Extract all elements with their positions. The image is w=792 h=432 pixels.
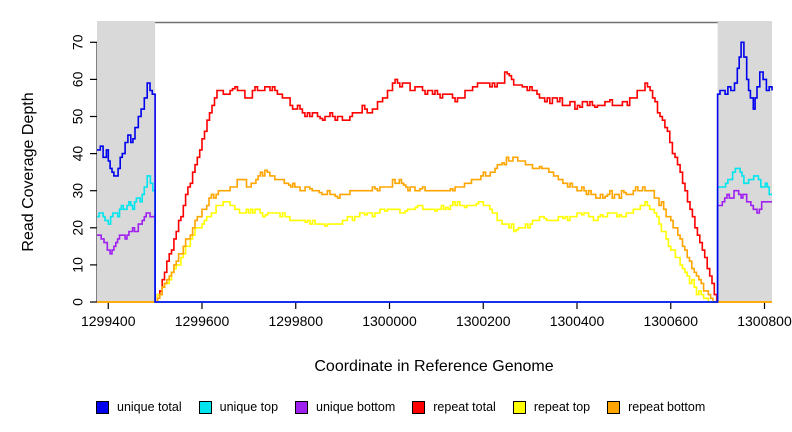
y-tick-label: 60: [70, 71, 86, 87]
legend-item-unique-total: unique total: [96, 400, 182, 414]
y-tick-label: 20: [70, 220, 86, 236]
legend-swatch-unique-total: [96, 400, 109, 414]
data-series: [97, 41, 773, 303]
x-tick-label: 1300000: [362, 313, 417, 329]
series-line-repeat-total: [97, 71, 772, 303]
legend-swatch-repeat-top: [512, 400, 526, 414]
x-tick-label: 1299800: [268, 313, 323, 329]
y-tick-label: 10: [70, 257, 86, 273]
legend-swatch-unique-bottom: [295, 400, 309, 414]
x-tick-label: 1300800: [737, 313, 792, 329]
legend-swatch-unique-top: [198, 400, 212, 414]
series-line-unique-total: [97, 41, 773, 303]
series-line-repeat-bottom: [97, 156, 772, 303]
axes: 1299400 1299600 1299800 1300000 1300200 13004…: [70, 34, 792, 329]
y-axis-title: Read Coverage Depth: [20, 92, 37, 251]
shaded-region-right-flank: [717, 21, 772, 302]
legend-label-repeat-bottom: repeat bottom: [628, 400, 706, 414]
x-tick-label: 1300600: [643, 313, 698, 329]
legend-label-unique-top: unique top: [219, 400, 279, 414]
legend-swatch-repeat-bottom: [607, 400, 621, 414]
flank-shading: [97, 21, 772, 302]
series-line-repeat-top: [97, 201, 772, 303]
legend-item-repeat-total: repeat total: [412, 400, 496, 414]
legend-item-unique-top: unique top: [198, 400, 279, 414]
y-tick-label: 50: [70, 109, 86, 125]
series-line-unique-top: [97, 167, 772, 303]
legend-label-repeat-total: repeat total: [433, 400, 496, 414]
y-tick-label: 0: [70, 298, 86, 306]
legend-swatch-repeat-total: [412, 400, 426, 414]
legend-item-repeat-bottom: repeat bottom: [607, 400, 705, 414]
legend-item-unique-bottom: unique bottom: [295, 400, 395, 414]
legend: unique total unique top unique bottom repea…: [96, 400, 786, 414]
legend-label-unique-bottom: unique bottom: [316, 400, 396, 414]
x-axis-title: Coordinate in Reference Genome: [314, 358, 553, 375]
legend-label-repeat-top: repeat top: [533, 400, 591, 414]
x-tick-label: 1300200: [456, 313, 511, 329]
legend-item-repeat-top: repeat top: [512, 400, 591, 414]
series-line-unique-bottom: [97, 189, 772, 303]
y-tick-label: 30: [70, 183, 86, 199]
y-tick-label: 70: [70, 34, 86, 50]
x-tick-label: 1299600: [175, 313, 230, 329]
plot-box: [96, 21, 772, 303]
legend-label-unique-total: unique total: [117, 400, 182, 414]
x-tick-label: 1299400: [81, 313, 136, 329]
shaded-region-left-flank: [97, 21, 156, 302]
x-tick-label: 1300400: [550, 313, 605, 329]
y-tick-label: 40: [70, 146, 86, 162]
